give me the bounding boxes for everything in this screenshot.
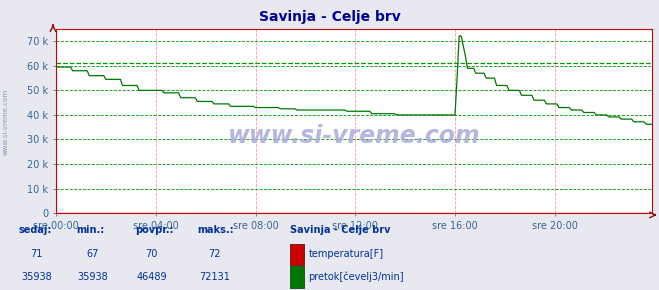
Text: 71: 71 — [30, 249, 42, 259]
Text: 35938: 35938 — [77, 272, 107, 282]
Text: Savinja - Celje brv: Savinja - Celje brv — [290, 225, 391, 235]
Text: maks.:: maks.: — [198, 225, 235, 235]
Text: temperatura[F]: temperatura[F] — [308, 249, 384, 259]
Text: 46489: 46489 — [136, 272, 167, 282]
Text: 67: 67 — [86, 249, 98, 259]
Text: www.si-vreme.com: www.si-vreme.com — [2, 89, 9, 155]
Text: www.si-vreme.com: www.si-vreme.com — [228, 124, 480, 148]
Text: min.:: min.: — [76, 225, 104, 235]
Text: povpr.:: povpr.: — [135, 225, 173, 235]
Text: 72131: 72131 — [199, 272, 229, 282]
Text: Savinja - Celje brv: Savinja - Celje brv — [258, 10, 401, 24]
Text: 35938: 35938 — [21, 272, 51, 282]
Text: 72: 72 — [208, 249, 220, 259]
Text: 70: 70 — [146, 249, 158, 259]
Text: sedaj:: sedaj: — [18, 225, 52, 235]
Text: pretok[čevelj3/min]: pretok[čevelj3/min] — [308, 271, 404, 282]
